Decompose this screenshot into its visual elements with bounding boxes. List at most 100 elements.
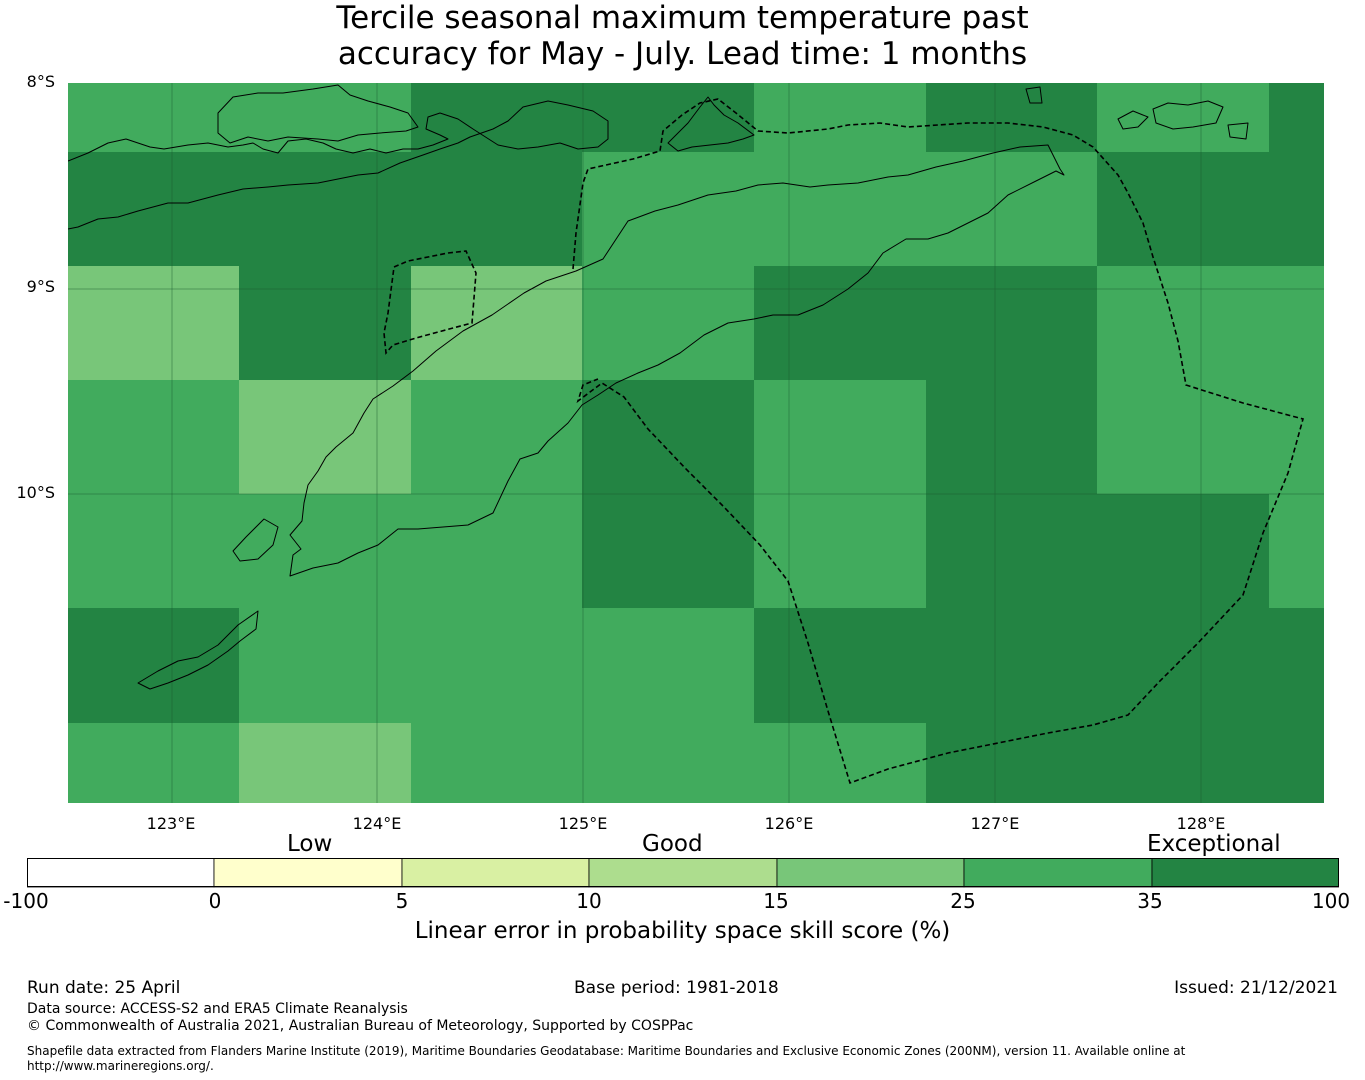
shapefile-credit-line-1: Shapefile data extracted from Flanders M…	[27, 1044, 1186, 1058]
coastline-rote	[137, 610, 259, 690]
heatmap-cell	[926, 608, 1097, 723]
colorbar-tick-10: 10	[576, 889, 602, 913]
shapefile-credit-line-2: http://www.marineregions.org/.	[27, 1059, 214, 1073]
coastline-damar	[1152, 100, 1224, 130]
colorbar-tick-15: 15	[763, 889, 789, 913]
heatmap-cell	[68, 608, 239, 723]
coastline-islet-b	[1227, 122, 1249, 140]
colorbar-bin	[963, 858, 1153, 888]
coastline-wetar	[667, 96, 755, 152]
eez-boundary-timor-leste	[572, 98, 1304, 785]
colorbar-tick-100: 100	[1311, 889, 1351, 913]
colorbar-bin	[1151, 858, 1339, 888]
heatmap-cell	[1097, 266, 1269, 380]
colorbar-bin	[27, 858, 215, 888]
run-date: Run date: 25 April	[27, 978, 181, 998]
heatmap-cell	[411, 380, 582, 494]
heatmap-cell	[411, 152, 582, 266]
colorbar-bin	[588, 858, 778, 888]
colorbar-bin	[776, 858, 965, 888]
lon-label-125e: 125°E	[558, 814, 608, 833]
title-line-2: accuracy for May - July. Lead time: 1 mo…	[337, 36, 1028, 72]
heatmap-cell	[239, 723, 411, 803]
heatmap-cell	[582, 608, 754, 723]
coastline-babar	[1117, 110, 1149, 130]
heatmap-cell	[239, 494, 411, 608]
skill-score-map	[68, 83, 1324, 803]
lat-label-10s: 10°S	[16, 483, 55, 502]
colorbar-frame	[27, 858, 1339, 887]
heatmap-cell	[239, 266, 411, 380]
lon-label-124e: 124°E	[352, 814, 402, 833]
eez-boundaries	[383, 98, 1304, 785]
heatmap-cell	[1097, 494, 1269, 608]
heatmap-cell	[926, 266, 1097, 380]
heatmap-cell	[411, 723, 582, 803]
heatmap-cells	[68, 83, 1324, 803]
heatmap-cell	[1097, 152, 1269, 266]
heatmap-cell	[411, 494, 582, 608]
heatmap-cell	[239, 152, 411, 266]
heatmap-cell	[411, 266, 582, 380]
category-label-low: Low	[287, 831, 333, 857]
heatmap-cell	[1269, 83, 1324, 152]
heatmap-cell	[582, 152, 754, 266]
heatmap-cell	[239, 608, 411, 723]
heatmap-cell	[68, 152, 239, 266]
graticule	[68, 83, 1324, 803]
copyright-notice: © Commonwealth of Australia 2021, Austra…	[27, 1018, 694, 1034]
heatmap-cell	[68, 494, 239, 608]
colorbar	[27, 858, 1339, 888]
colorbar-label: Linear error in probability space skill …	[414, 918, 951, 944]
lat-label-9s: 9°S	[26, 277, 55, 296]
heatmap-cell	[926, 723, 1097, 803]
colorbar-bin	[213, 858, 403, 888]
heatmap-cell	[582, 380, 754, 494]
heatmap-cell	[1097, 723, 1269, 803]
colorbar-tick-25: 25	[950, 889, 976, 913]
heatmap-cell	[1097, 380, 1269, 494]
heatmap-cell	[68, 266, 239, 380]
base-period: Base period: 1981-2018	[574, 978, 779, 998]
coastline-islet-a	[1025, 86, 1043, 104]
heatmap-cell	[754, 380, 926, 494]
heatmap-cell	[582, 723, 754, 803]
coastline-timor	[289, 144, 1065, 577]
issued-date: Issued: 21/12/2021	[1174, 978, 1338, 998]
coastline-semau	[232, 518, 279, 562]
category-label-good: Good	[642, 831, 703, 857]
heatmap-cell	[754, 83, 926, 152]
heatmap-cell	[926, 380, 1097, 494]
coastline-flores-east	[68, 100, 609, 230]
map-title: Tercile seasonal maximum temperature pas…	[0, 0, 1365, 72]
coastlines	[68, 84, 1249, 690]
colorbar-bin	[401, 858, 590, 888]
heatmap-cell	[1269, 380, 1324, 494]
heatmap-cell	[68, 83, 239, 152]
colorbar-tick-35: 35	[1137, 889, 1163, 913]
title-line-1: Tercile seasonal maximum temperature pas…	[336, 0, 1029, 36]
heatmap-cell	[754, 723, 926, 803]
lon-label-123e: 123°E	[146, 814, 196, 833]
heatmap-cell	[754, 608, 926, 723]
heatmap-cell	[1269, 608, 1324, 723]
heatmap-cell	[926, 152, 1097, 266]
heatmap-cell	[68, 380, 239, 494]
lon-label-127e: 127°E	[970, 814, 1020, 833]
heatmap-cell	[754, 152, 926, 266]
heatmap-cell	[926, 494, 1097, 608]
lat-label-8s: 8°S	[26, 72, 55, 91]
heatmap-cell	[239, 380, 411, 494]
coastline-alor	[217, 84, 419, 144]
heatmap-cell	[754, 494, 926, 608]
heatmap-cell	[926, 83, 1097, 152]
heatmap-cell	[1269, 152, 1324, 266]
heatmap-cell	[411, 608, 582, 723]
heatmap-cell	[68, 723, 239, 803]
heatmap-cell	[1269, 723, 1324, 803]
data-source: Data source: ACCESS-S2 and ERA5 Climate …	[27, 1001, 408, 1017]
heatmap-cell	[1097, 83, 1269, 152]
heatmap-cell	[582, 83, 754, 152]
eez-boundary-oecusse	[383, 250, 477, 355]
colorbar-tick-0: 0	[208, 889, 222, 913]
